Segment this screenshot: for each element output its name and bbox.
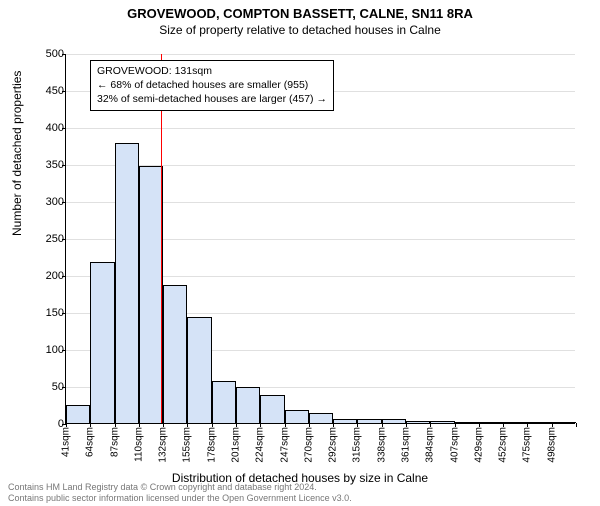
x-tick-label: 247sqm <box>279 427 290 463</box>
y-tick-label: 450 <box>46 85 64 97</box>
y-tick-label: 250 <box>46 233 64 245</box>
histogram-bar <box>260 395 284 423</box>
x-tick-label: 292sqm <box>328 427 339 463</box>
gridline <box>66 54 575 55</box>
x-tick-label: 64sqm <box>85 427 96 457</box>
x-tick-label: 475sqm <box>522 427 533 463</box>
x-tick-label: 201sqm <box>231 427 242 463</box>
histogram-bar <box>236 387 260 423</box>
x-tick-label: 498sqm <box>546 427 557 463</box>
x-tick-label: 178sqm <box>206 427 217 463</box>
histogram-bar <box>455 422 479 423</box>
x-tick-label: 270sqm <box>303 427 314 463</box>
y-tick-label: 200 <box>46 270 64 282</box>
annotation-line-2: ← 68% of detached houses are smaller (95… <box>97 78 327 92</box>
histogram-bar <box>212 381 236 423</box>
y-tick-label: 300 <box>46 196 64 208</box>
x-tick-label: 384sqm <box>425 427 436 463</box>
x-tick-label: 155sqm <box>182 427 193 463</box>
histogram-bar <box>139 166 163 423</box>
histogram-bar <box>309 413 333 423</box>
annotation-line-1: GROVEWOOD: 131sqm <box>97 64 327 78</box>
histogram-bar <box>285 410 309 423</box>
chart-subtitle: Size of property relative to detached ho… <box>0 23 600 37</box>
x-tick-label: 361sqm <box>401 427 412 463</box>
histogram-bar <box>163 285 187 423</box>
y-tick-label: 150 <box>46 307 64 319</box>
chart-plot-area: 05010015020025030035040045050041sqm64sqm… <box>65 54 575 424</box>
chart-title: GROVEWOOD, COMPTON BASSETT, CALNE, SN11 … <box>0 6 600 21</box>
histogram-bar <box>479 422 503 423</box>
x-tick-label: 110sqm <box>133 427 144 462</box>
x-tick-label: 407sqm <box>449 427 460 463</box>
histogram-bar <box>552 422 576 423</box>
y-axis-label: Number of detached properties <box>10 71 24 236</box>
y-tick-label: 50 <box>52 381 64 393</box>
x-tick-label: 315sqm <box>352 427 363 463</box>
histogram-bar <box>503 422 527 423</box>
x-tick-label: 338sqm <box>376 427 387 463</box>
histogram-bar <box>527 422 551 423</box>
histogram-bar <box>115 143 139 423</box>
annotation-box: GROVEWOOD: 131sqm← 68% of detached house… <box>90 60 334 111</box>
histogram-bar <box>357 419 381 423</box>
x-tick-label: 452sqm <box>498 427 509 463</box>
x-tick-label: 132sqm <box>158 427 169 463</box>
y-tick-label: 350 <box>46 159 64 171</box>
x-tick-label: 429sqm <box>473 427 484 463</box>
histogram-bar <box>187 317 211 423</box>
footer-line-1: Contains HM Land Registry data © Crown c… <box>8 482 352 493</box>
histogram-bar <box>90 262 114 423</box>
x-tick-label: 87sqm <box>109 427 120 457</box>
annotation-line-3: 32% of semi-detached houses are larger (… <box>97 92 327 106</box>
gridline <box>66 128 575 129</box>
footer-line-2: Contains public sector information licen… <box>8 493 352 504</box>
histogram-bar <box>430 421 454 423</box>
y-tick-label: 400 <box>46 122 64 134</box>
histogram-bar <box>333 419 357 423</box>
histogram-bar <box>66 405 90 424</box>
footer-attribution: Contains HM Land Registry data © Crown c… <box>8 482 352 505</box>
x-tick-label: 224sqm <box>255 427 266 463</box>
x-tick-mark <box>576 423 577 427</box>
x-tick-label: 41sqm <box>61 427 72 457</box>
histogram-bar <box>382 419 406 423</box>
y-tick-label: 500 <box>46 48 64 60</box>
y-tick-label: 100 <box>46 344 64 356</box>
histogram-bar <box>406 421 430 423</box>
